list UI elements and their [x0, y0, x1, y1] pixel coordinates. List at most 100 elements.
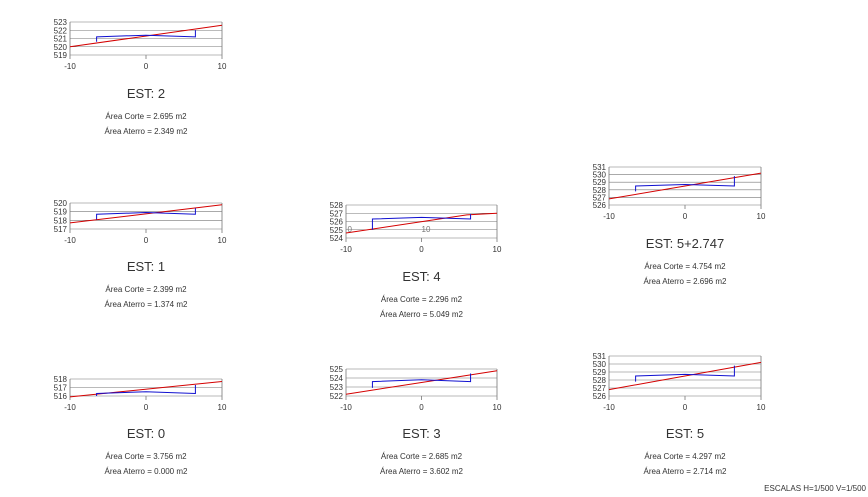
area-cut-label: Área Corte = 4.754 m2: [644, 262, 726, 271]
x-tick-label: 10: [757, 212, 766, 221]
y-tick-label: 526: [330, 218, 344, 227]
station-title: EST: 5: [666, 426, 704, 441]
x-tick-label: 0: [144, 62, 149, 71]
terrain-line: [69, 24, 223, 48]
x-tick-label: 10: [493, 403, 502, 412]
area-fill-label: Área Aterro = 0.000 m2: [105, 467, 188, 476]
section-profile: [96, 384, 196, 396]
section-profile: [635, 176, 735, 192]
inner-label: 0: [348, 225, 353, 234]
section-profile: [371, 373, 472, 388]
x-tick-label: 0: [683, 403, 688, 412]
y-tick-label: 523: [54, 18, 68, 27]
y-tick-label: 520: [54, 199, 68, 208]
terrain-line: [608, 172, 762, 200]
area-fill-label: Área Aterro = 2.696 m2: [644, 277, 727, 286]
area-cut-label: Área Corte = 2.296 m2: [381, 295, 463, 304]
y-tick-label: 529: [593, 178, 607, 187]
y-tick-label: 524: [330, 234, 344, 243]
x-tick-label: -10: [603, 212, 615, 221]
x-tick-label: -10: [340, 245, 352, 254]
scale-note: ESCALAS H=1/500 V=1/500: [764, 484, 866, 493]
x-tick-label: 10: [218, 403, 227, 412]
y-tick-label: 524: [330, 374, 344, 383]
station-title: EST: 2: [127, 86, 165, 101]
station-title: EST: 5+2.747: [646, 236, 724, 251]
y-tick-label: 522: [54, 26, 68, 35]
y-tick-label: 520: [54, 43, 68, 52]
y-tick-label: 516: [54, 392, 68, 401]
y-tick-label: 525: [330, 365, 344, 374]
y-tick-label: 527: [593, 384, 607, 393]
area-fill-label: Área Aterro = 2.349 m2: [105, 127, 188, 136]
y-tick-label: 531: [593, 163, 607, 172]
y-tick-label: 521: [54, 35, 68, 44]
y-tick-label: 525: [330, 226, 344, 235]
y-tick-label: 531: [593, 352, 607, 361]
y-tick-label: 517: [54, 384, 68, 393]
terrain-line: [345, 370, 498, 395]
area-cut-label: Área Corte = 2.685 m2: [381, 452, 463, 461]
y-tick-label: 527: [593, 193, 607, 202]
x-tick-label: 0: [144, 403, 149, 412]
y-tick-label: 527: [330, 209, 344, 218]
area-fill-label: Área Aterro = 3.602 m2: [380, 467, 463, 476]
x-tick-label: -10: [64, 236, 76, 245]
x-tick-label: 0: [683, 212, 688, 221]
x-tick-label: 0: [419, 245, 424, 254]
area-fill-label: Área Aterro = 1.374 m2: [105, 300, 188, 309]
y-tick-label: 528: [330, 201, 344, 210]
section-profile: [635, 365, 735, 382]
terrain-line: [69, 381, 223, 398]
section-profile: [371, 214, 472, 230]
station-title: EST: 0: [127, 426, 165, 441]
terrain-line: [345, 212, 498, 234]
y-tick-label: 519: [54, 51, 68, 60]
x-tick-label: 10: [493, 245, 502, 254]
x-tick-label: 0: [144, 236, 149, 245]
y-tick-label: 517: [54, 225, 68, 234]
inner-label: 10: [422, 225, 431, 234]
y-tick-label: 519: [54, 208, 68, 217]
x-tick-label: -10: [64, 403, 76, 412]
area-cut-label: Área Corte = 2.399 m2: [105, 285, 187, 294]
section-profile: [96, 208, 196, 220]
y-tick-label: 528: [593, 376, 607, 385]
x-tick-label: -10: [340, 403, 352, 412]
x-tick-label: -10: [64, 62, 76, 71]
station-title: EST: 3: [402, 426, 440, 441]
terrain-line: [69, 204, 223, 224]
area-cut-label: Área Corte = 3.756 m2: [105, 452, 187, 461]
x-tick-label: -10: [603, 403, 615, 412]
area-fill-label: Área Aterro = 5.049 m2: [380, 310, 463, 319]
y-tick-label: 529: [593, 368, 607, 377]
y-tick-label: 530: [593, 360, 607, 369]
x-tick-label: 10: [218, 62, 227, 71]
section-profile: [96, 30, 196, 42]
y-tick-label: 526: [593, 201, 607, 210]
area-cut-label: Área Corte = 2.695 m2: [105, 112, 187, 121]
y-tick-label: 518: [54, 375, 68, 384]
y-tick-label: 518: [54, 216, 68, 225]
area-cut-label: Área Corte = 4.297 m2: [644, 452, 726, 461]
station-title: EST: 4: [402, 269, 440, 284]
x-tick-label: 10: [757, 403, 766, 412]
station-title: EST: 1: [127, 259, 165, 274]
y-tick-label: 523: [330, 383, 344, 392]
x-tick-label: 0: [419, 403, 424, 412]
y-tick-label: 528: [593, 186, 607, 195]
x-tick-label: 10: [218, 236, 227, 245]
y-tick-label: 526: [593, 392, 607, 401]
y-tick-label: 530: [593, 171, 607, 180]
y-tick-label: 522: [330, 392, 344, 401]
area-fill-label: Área Aterro = 2.714 m2: [644, 467, 727, 476]
terrain-line: [608, 361, 762, 391]
